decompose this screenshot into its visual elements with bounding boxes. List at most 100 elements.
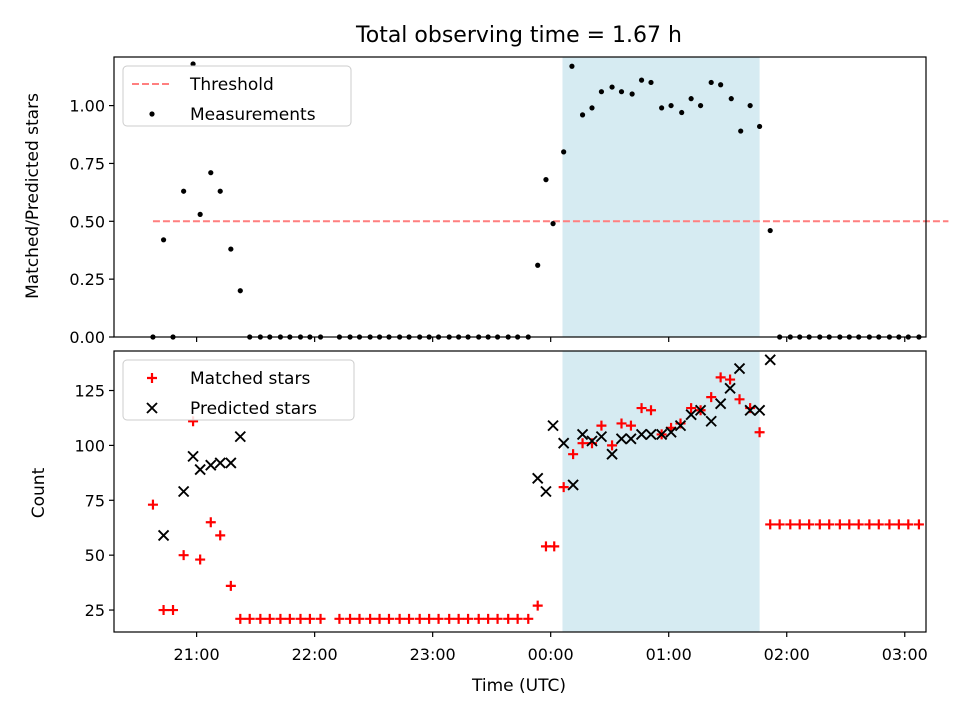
measurement-point xyxy=(217,188,223,194)
matched-star-point xyxy=(503,613,514,624)
measurement-point xyxy=(181,188,187,194)
axes-frame-ratio xyxy=(113,56,927,338)
measurement-point xyxy=(569,63,575,69)
matched-star-point xyxy=(853,519,864,530)
x-tick-label: 21:00 xyxy=(174,645,220,664)
measurement-point xyxy=(718,82,724,88)
matched-star-point xyxy=(424,613,435,624)
measurement-point xyxy=(679,109,685,116)
matched-star-point xyxy=(195,554,206,565)
matched-star-point xyxy=(158,605,169,616)
predicted-star-point xyxy=(177,485,190,498)
matched-star-point xyxy=(444,613,455,624)
measurement-point xyxy=(697,102,704,109)
y-tick-label: 50 xyxy=(85,546,105,565)
legend-label: Threshold xyxy=(189,75,274,95)
y-tick-label: 0.75 xyxy=(69,154,105,173)
matched-star-point xyxy=(814,519,825,530)
matched-star-point xyxy=(785,519,796,530)
matched-star-point xyxy=(453,613,464,624)
measurement-point xyxy=(648,79,654,86)
ratio-panel: 0.00 0.25 0.50 0.75 1.00 Threshold Measurement… xyxy=(69,56,949,347)
matched-star-point xyxy=(334,613,345,624)
predicted-star-point xyxy=(214,457,226,469)
measurement-point xyxy=(190,61,196,67)
y-tick-label: 125 xyxy=(74,382,105,401)
matched-star-point xyxy=(873,519,884,530)
measurement-point xyxy=(228,246,234,252)
legend-box xyxy=(122,359,355,421)
measurement-point xyxy=(609,84,615,90)
matched-star-point xyxy=(492,613,503,624)
measurement-point xyxy=(237,288,243,294)
predicted-star-point xyxy=(694,404,707,416)
measurement-point xyxy=(668,102,674,109)
legend-label: Measurements xyxy=(190,105,316,125)
matched-star-point xyxy=(345,613,356,624)
predicted-star-point xyxy=(635,428,648,441)
legend-ratio: Threshold Measurements xyxy=(122,65,352,127)
legend-label: Matched stars xyxy=(190,369,310,389)
matched-star-point xyxy=(636,403,647,414)
matched-star-point xyxy=(625,420,636,431)
matched-star-point xyxy=(295,613,306,624)
predicted-star-point xyxy=(586,435,598,447)
matched-star-point xyxy=(168,605,179,616)
matched-star-point xyxy=(315,613,326,624)
matched-star-point xyxy=(205,517,216,528)
predicted-star-point xyxy=(724,382,736,394)
matched-star-point xyxy=(616,418,627,429)
matched-star-point xyxy=(596,420,607,431)
legend-marker xyxy=(149,111,155,117)
measurement-point xyxy=(688,96,694,102)
predicted-star-point xyxy=(753,404,766,416)
predicted-star-point xyxy=(655,428,668,441)
matched-star-point xyxy=(844,519,855,530)
predicted-star-point xyxy=(665,426,677,438)
measurement-point xyxy=(589,105,595,111)
matched-star-point xyxy=(284,613,295,624)
predicted-star-point xyxy=(595,430,608,443)
matched-star-point xyxy=(774,519,785,530)
predicted-star-point xyxy=(714,398,727,410)
matched-star-point xyxy=(884,519,895,530)
predicted-star-point xyxy=(645,428,657,441)
x-tick-label: 23:00 xyxy=(410,645,456,664)
predicted-star-point xyxy=(540,485,552,498)
matched-star-point xyxy=(734,394,745,405)
predicted-star-point xyxy=(744,404,756,416)
predicted-star-point xyxy=(674,419,687,432)
predicted-star-point xyxy=(615,433,628,445)
measurement-point xyxy=(638,77,645,83)
predicted-star-point xyxy=(557,437,570,449)
matched-star-point xyxy=(178,550,189,561)
measurement-point xyxy=(579,112,586,118)
measurement-point xyxy=(738,128,744,134)
legend-marker xyxy=(146,402,158,414)
matched-star-point xyxy=(834,519,845,530)
x-tick-label: 03:00 xyxy=(882,645,928,664)
measurement-point xyxy=(598,89,605,95)
measurement-point xyxy=(659,105,665,111)
predicted-star-point xyxy=(576,428,589,441)
matched-star-point xyxy=(607,440,618,451)
predicted-star-point xyxy=(567,479,579,491)
matched-star-point xyxy=(414,613,425,624)
matched-star-point xyxy=(394,613,405,624)
predicted-star-point xyxy=(225,457,237,469)
predicted-star-point xyxy=(733,362,746,375)
matched-star-point xyxy=(913,519,924,530)
matched-star-point xyxy=(354,613,365,624)
matched-star-point xyxy=(365,613,376,624)
matched-star-point xyxy=(686,403,697,414)
measurement-point xyxy=(629,91,635,97)
chart-title: Total observing time = 1.67 h xyxy=(355,23,682,48)
measurement-point xyxy=(747,102,753,109)
matched-star-point xyxy=(244,613,255,624)
y-tick-label: 75 xyxy=(85,491,105,510)
matched-star-point xyxy=(568,449,579,460)
matched-star-point xyxy=(215,530,226,541)
matched-star-point xyxy=(523,613,534,624)
predicted-star-point xyxy=(194,463,206,476)
